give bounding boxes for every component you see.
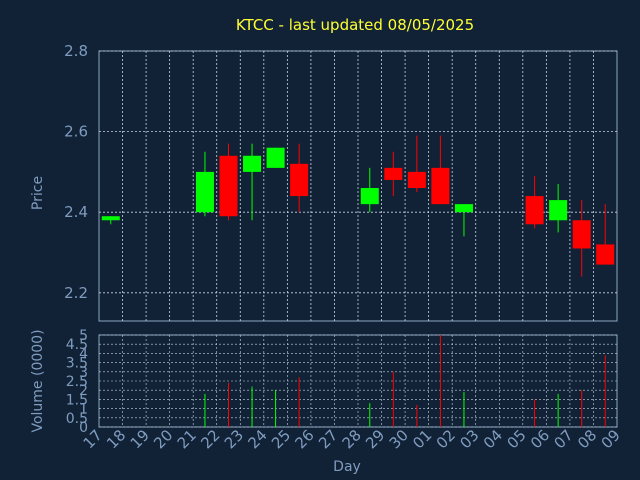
candle-body bbox=[195, 171, 214, 213]
candle bbox=[596, 204, 615, 265]
candle bbox=[407, 135, 426, 193]
candle bbox=[384, 151, 403, 197]
candle-body bbox=[525, 196, 544, 225]
volume-y-tick-label: 2.5 bbox=[66, 374, 88, 390]
volume-bars bbox=[204, 335, 606, 427]
price-candles bbox=[101, 135, 615, 277]
candle-body bbox=[243, 155, 262, 172]
day-tick-labels: 1718192021222324252627282930010203040506… bbox=[80, 426, 624, 452]
price-y-tick-label: 2.6 bbox=[64, 123, 88, 141]
candle bbox=[360, 167, 379, 213]
candle bbox=[195, 151, 214, 217]
candle-body bbox=[431, 167, 450, 205]
chart-title: KTCC - last updated 08/05/2025 bbox=[236, 16, 474, 34]
day-axis-label: Day bbox=[333, 459, 361, 475]
candle bbox=[243, 143, 262, 221]
volume-grid bbox=[99, 334, 617, 428]
candle-body bbox=[454, 204, 473, 213]
volume-y-tick-label: 1.5 bbox=[66, 392, 88, 408]
volume-y-tick-label: 4.5 bbox=[66, 337, 88, 353]
candle-body bbox=[384, 167, 403, 180]
candle-body bbox=[572, 220, 591, 249]
volume-panel: 00.511.522.533.544.55 Volume (0000) bbox=[30, 328, 618, 436]
volume-y-tick-label: 0 bbox=[79, 420, 88, 436]
volume-y-tick-label: 2 bbox=[79, 383, 88, 399]
volume-y-tick-label: 3.5 bbox=[66, 356, 88, 372]
candle bbox=[549, 183, 568, 233]
candle-body bbox=[290, 163, 309, 197]
candle bbox=[454, 204, 473, 237]
candle bbox=[525, 175, 544, 229]
candle-body bbox=[549, 200, 568, 221]
volume-y-tick-label: 0.5 bbox=[66, 411, 88, 427]
volume-axis-label: Volume (0000) bbox=[30, 329, 46, 432]
volume-y-tick-label: 4 bbox=[79, 346, 88, 362]
candle bbox=[572, 200, 591, 277]
volume-y-tick-label: 5 bbox=[79, 328, 88, 344]
candle bbox=[431, 135, 450, 205]
candle bbox=[219, 143, 238, 221]
price-y-tick-label: 2.4 bbox=[64, 203, 88, 221]
volume-y-tick-label: 3 bbox=[79, 365, 88, 381]
candle bbox=[101, 216, 120, 225]
candle-body bbox=[360, 188, 379, 205]
candle bbox=[290, 143, 309, 213]
candle-body bbox=[101, 216, 120, 221]
volume-y-tick-label: 1 bbox=[79, 402, 88, 418]
price-grid bbox=[99, 50, 617, 321]
price-y-tick-label: 2.2 bbox=[64, 284, 88, 302]
candle bbox=[266, 147, 285, 168]
price-axis-label: Price bbox=[30, 176, 46, 210]
price-y-tick-labels: 2.2 2.4 2.6 2.8 bbox=[64, 42, 88, 302]
candle-body bbox=[266, 147, 285, 168]
candle-body bbox=[219, 155, 238, 217]
price-panel: 2.2 2.4 2.6 2.8 Price bbox=[30, 42, 618, 322]
candle-body bbox=[596, 244, 615, 265]
candle-body bbox=[407, 171, 426, 189]
price-y-tick-label: 2.8 bbox=[64, 42, 88, 60]
volume-y-tick-labels: 00.511.522.533.544.55 bbox=[66, 328, 88, 436]
